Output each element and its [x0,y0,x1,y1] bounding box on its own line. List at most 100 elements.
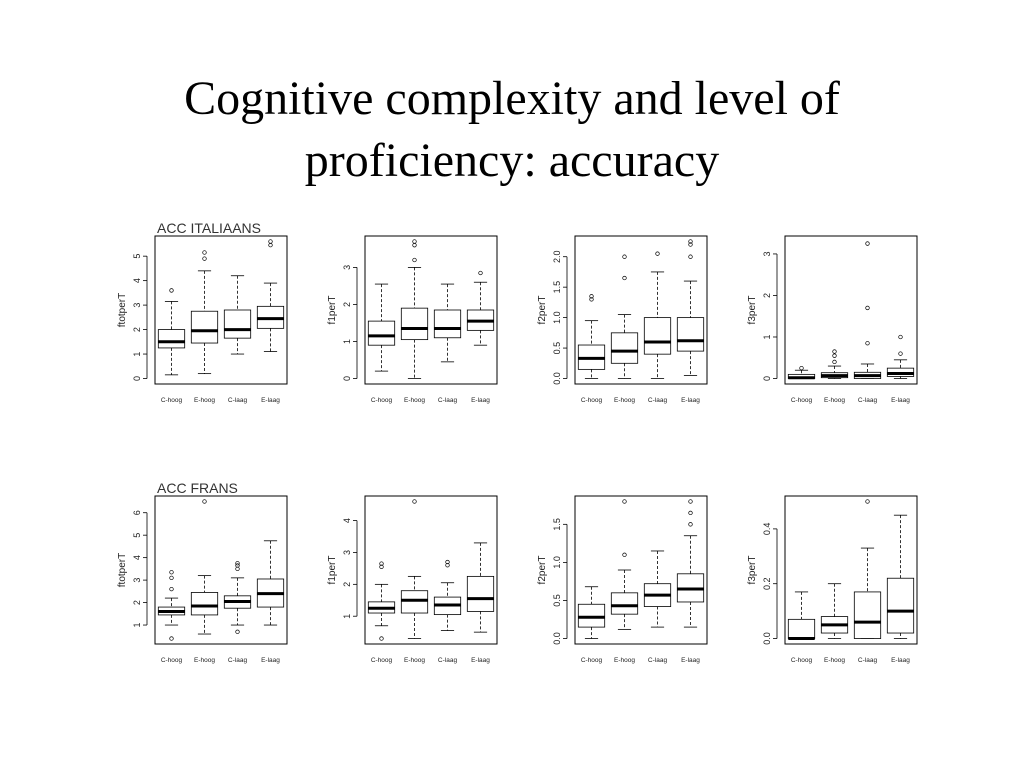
x-tick-label: E-hoog [824,397,845,404]
x-tick-label: E-hoog [614,657,635,664]
outlier-point [268,243,273,248]
x-tick-label: C-hoog [371,657,393,664]
iqr-box [466,575,495,612]
outlier-point [445,563,450,568]
outlier-point [865,499,870,504]
chart-panel-4: 0 1 2 3 f3perT C-hoog E-hoog C-laag E-laag [735,222,925,412]
x-tick-label: C-laag [648,397,668,404]
y-tick-label: 1 [342,339,352,344]
iqr-box [610,332,639,364]
boxplot-chart: 1 2 3 4 f1perT C-hoog E-hoog C-laag E-laag [327,495,498,664]
y-tick-label: 1.5 [552,281,562,294]
plot-frame [364,495,498,645]
box-E-hoog [400,499,429,639]
y-tick-label: 0.5 [552,342,562,355]
plot-frame [364,235,498,385]
x-tick-label: E-laag [471,397,490,404]
outlier-point [622,275,627,281]
boxplot-chart: 0 1 2 3 f3perT C-hoog E-hoog C-laag E-laag [747,235,918,404]
y-tick-label: 2 [132,600,142,605]
y-axis-label: ftotperT [117,293,128,327]
x-tick-label: E-hoog [404,657,425,664]
y-tick-label: 2 [762,293,772,298]
outlier-point [202,499,207,504]
x-tick-label: E-laag [471,657,490,664]
outlier-point [379,636,384,641]
outlier-point [832,359,837,365]
outlier-point [412,257,417,263]
box-E-hoog [190,499,219,635]
y-tick-label: 3 [762,251,772,256]
outlier-point [865,305,870,311]
y-tick-label: 0.5 [552,594,562,607]
x-tick-label: C-hoog [581,397,603,404]
y-tick-label: 5 [132,254,142,259]
x-tick-label: E-hoog [404,397,425,404]
y-tick-label: 3 [342,265,352,270]
y-axis-label: ftotperT [117,553,128,587]
iqr-box [400,307,429,341]
chart-panel-2: 0 1 2 3 f1perT C-hoog E-hoog C-laag E-laag [315,222,505,412]
outlier-point [688,254,693,259]
y-tick-label: 0.0 [762,632,772,645]
x-tick-label: E-laag [891,397,910,404]
outlier-point [832,349,837,354]
box-E-hoog [400,239,429,379]
y-tick-label: 0 [342,376,352,381]
y-tick-label: 6 [132,510,142,515]
y-tick-label: 1 [132,623,142,628]
x-tick-label: C-laag [228,657,248,664]
slide-title-line-1: Cognitive complexity and level of [184,72,840,125]
y-tick-label: 2 [132,327,142,332]
y-tick-label: 4 [342,518,352,523]
box-E-hoog [820,349,849,379]
chart-panel-5: ACC FRANS 1 2 3 4 5 6 ftotperT C-hoog E-hoog C-laa… [105,480,295,672]
y-tick-label: 0.0 [552,632,562,645]
panel-title: ACC ITALIAANS [157,220,261,236]
outlier-point [379,564,384,569]
box-C-hoog [157,288,186,376]
outlier-point [688,242,693,247]
iqr-box [400,590,429,614]
boxplot-chart: 0.0 0.5 1.0 1.5 f2perT C-hoog E-hoog C-laag E-la… [537,495,708,664]
box-E-laag [466,270,495,346]
y-tick-label: 4 [132,555,142,560]
box-E-laag [676,499,705,628]
outlier-point [799,365,804,371]
box-C-hoog [367,561,396,641]
x-tick-label: C-laag [858,397,878,404]
iqr-box [853,591,882,639]
outlier-point [202,256,207,261]
outlier-point [235,561,240,566]
y-tick-label: 0.0 [552,372,562,385]
box-C-hoog [577,586,606,639]
outlier-point [202,250,207,255]
x-tick-label: E-laag [261,657,280,664]
outlier-point [688,510,693,516]
outlier-point [898,334,903,340]
x-tick-label: C-laag [438,657,458,664]
outlier-point [169,570,174,575]
boxplot-chart: 0 1 2 3 f1perT C-hoog E-hoog C-laag E-laag [327,235,498,404]
iqr-box [643,317,672,355]
outlier-point [169,288,174,293]
outlier-point [688,499,693,504]
plot-frame [154,235,288,385]
outlier-point [865,341,870,346]
x-tick-label: C-laag [438,397,458,404]
y-tick-label: 1.0 [552,556,562,569]
y-tick-label: 5 [132,533,142,538]
box-E-hoog [610,499,639,630]
x-tick-label: C-hoog [371,397,393,404]
y-tick-label: 1 [132,352,142,357]
y-tick-label: 3 [342,550,352,555]
plot-frame [154,495,288,645]
box-C-laag [433,283,462,363]
box-C-hoog [367,283,396,372]
box-E-hoog [610,254,639,379]
outlier-point [622,499,627,504]
box-E-laag [886,514,915,639]
boxplot-chart: 0.0 0.2 0.4 f3perT C-hoog E-hoog C-laag E-laag [747,495,918,664]
y-tick-label: 0 [132,376,142,381]
plot-frame [784,495,918,645]
